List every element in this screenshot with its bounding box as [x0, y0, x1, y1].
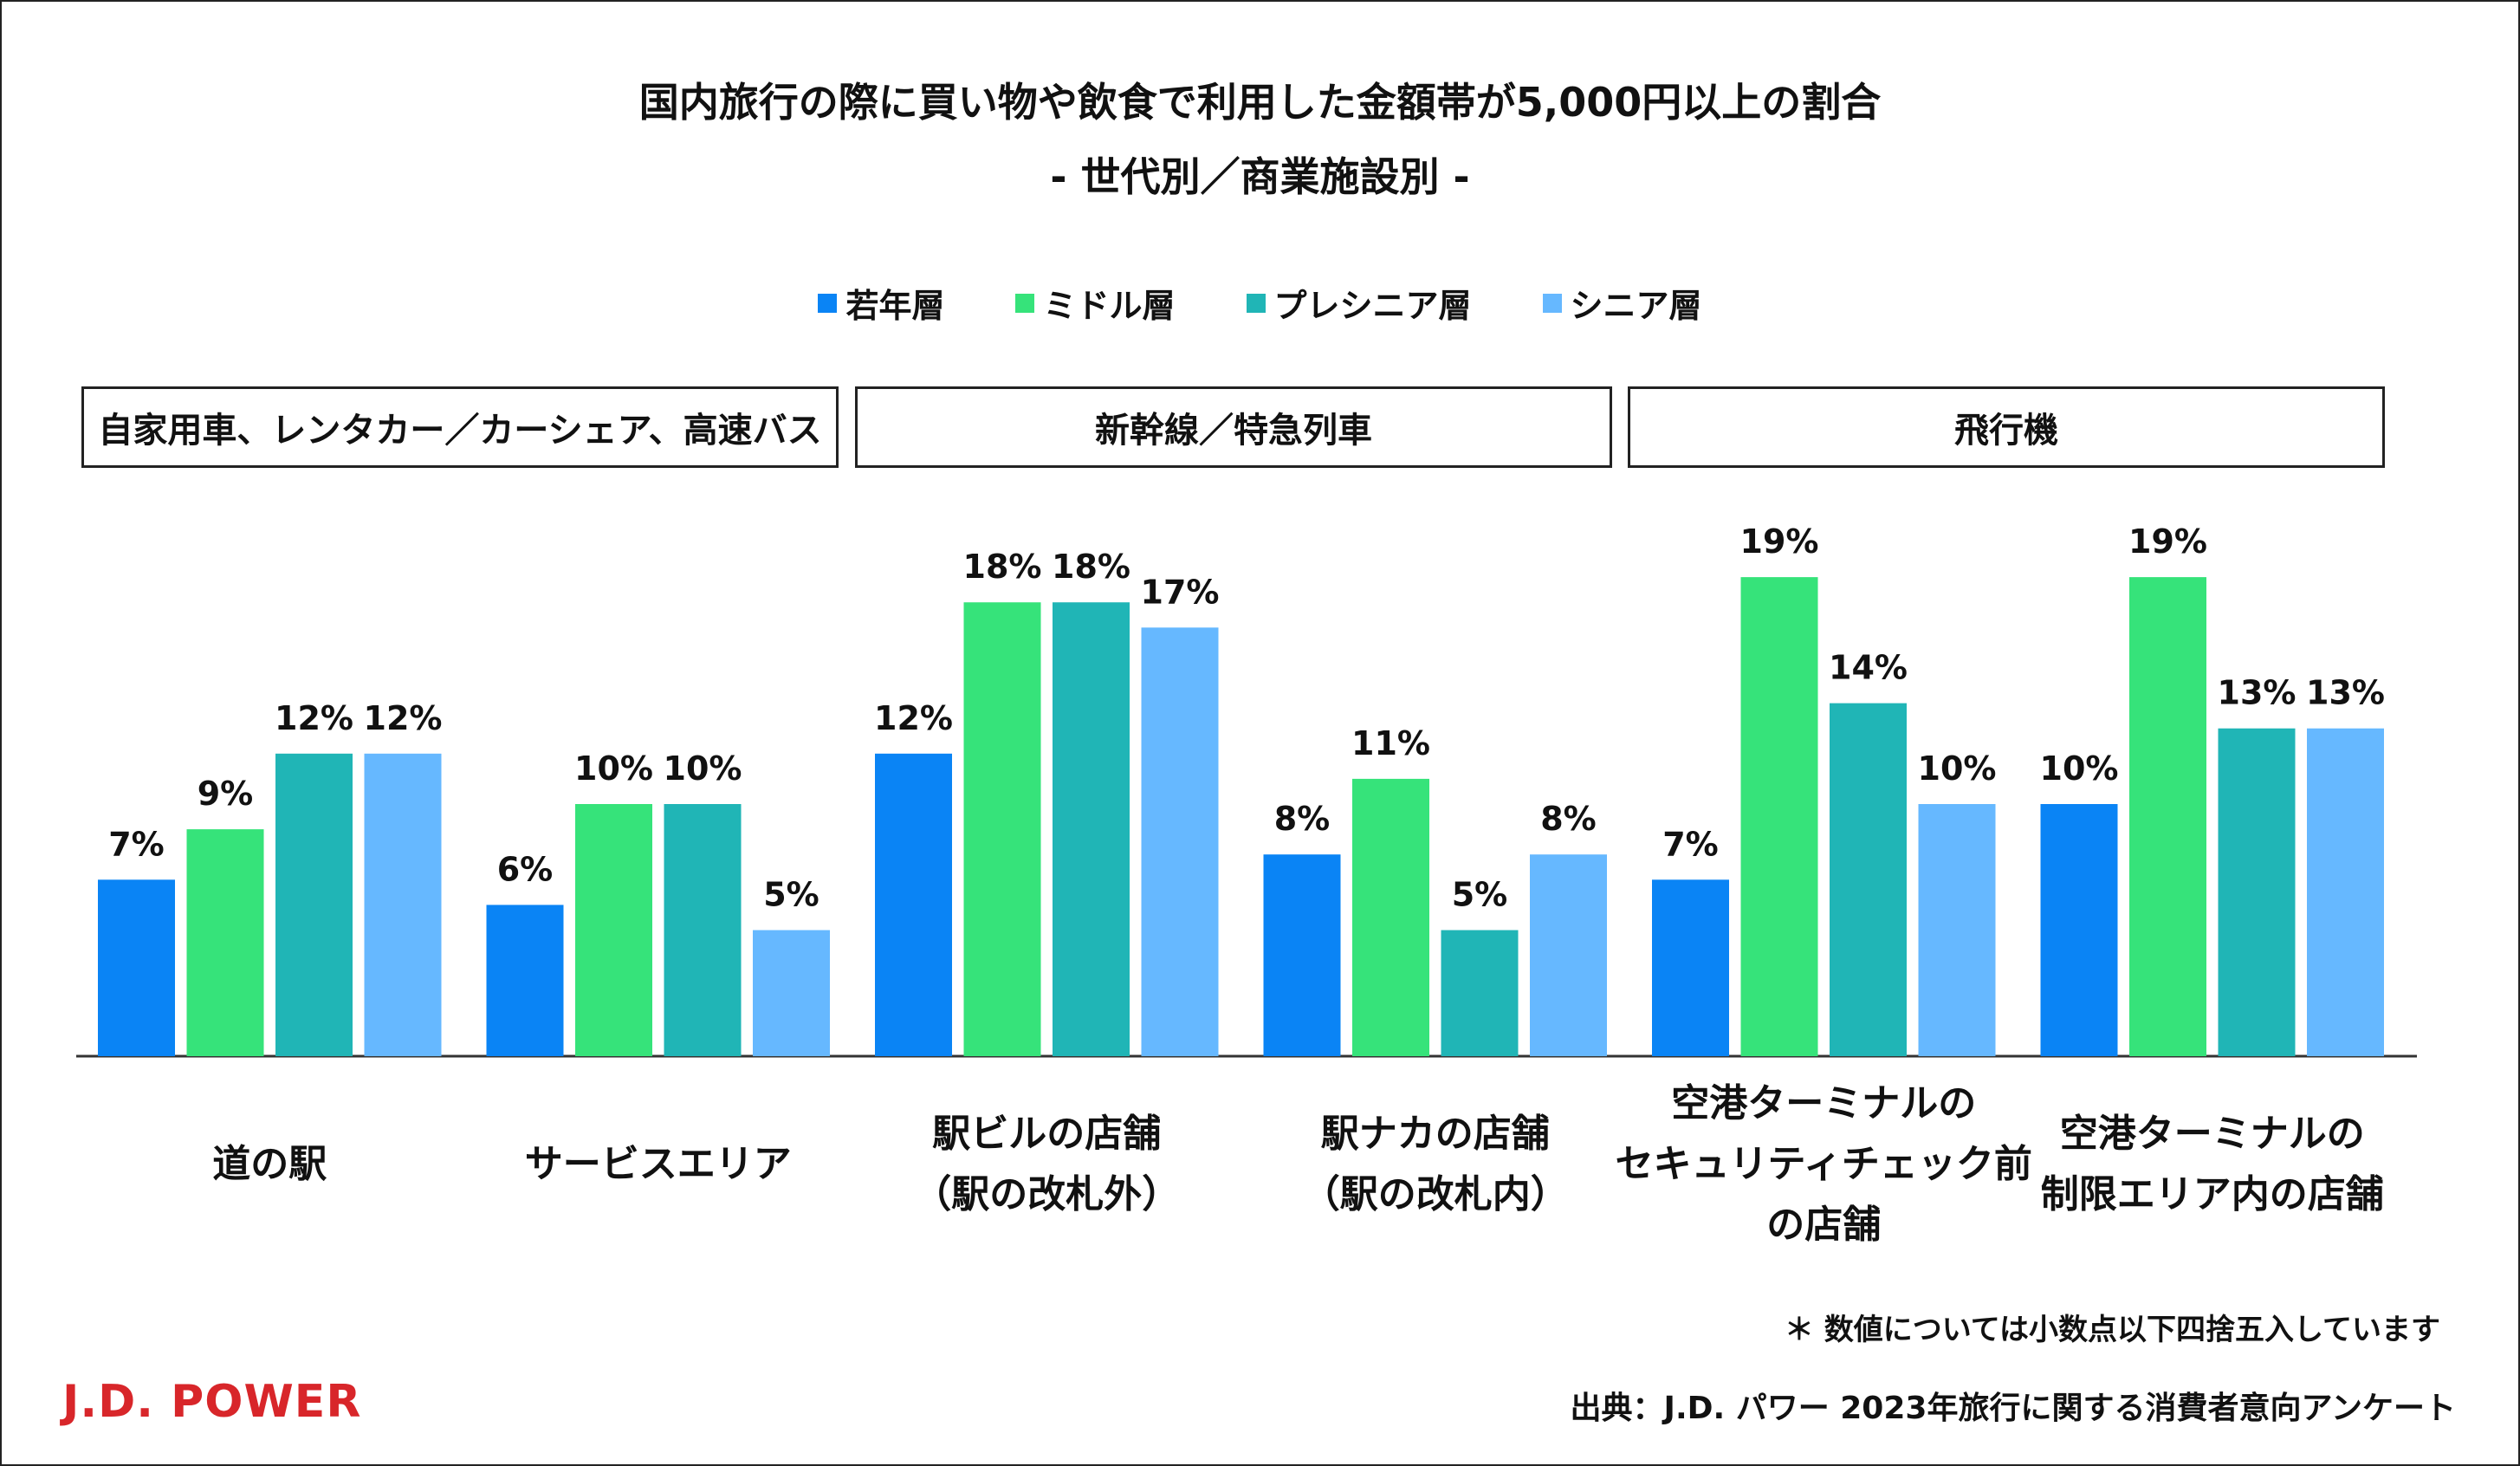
- category-label-0: 道の駅: [212, 1142, 327, 1186]
- bar-cat3-series3: [1530, 854, 1607, 1056]
- bar-cat3-series0: [1263, 854, 1341, 1056]
- data-label-cat0-series3: 12%: [364, 699, 443, 737]
- data-label-cat2-series2: 18%: [1052, 548, 1130, 586]
- legend-item-young: 若年層: [818, 279, 944, 327]
- bar-cat2-series1: [963, 602, 1041, 1056]
- chart-title: 国内旅行の際に買い物や飲食で利用した金額帯が5,000円以上の割合: [638, 79, 1882, 126]
- category-label-line: （駅の改札内）: [1302, 1172, 1569, 1216]
- footnote: ＊ 数値については小数点以下四捨五入しています: [1784, 1313, 2440, 1347]
- category-label-line: の店舗: [1766, 1203, 1881, 1247]
- bar-cat2-series3: [1141, 627, 1219, 1056]
- data-label-cat1-series0: 6%: [497, 850, 554, 888]
- category-label-1: サービスエリア: [525, 1142, 792, 1186]
- bar-cat5-series1: [2129, 577, 2206, 1056]
- data-label-cat0-series2: 12%: [275, 699, 353, 737]
- bar-cat4-series2: [1830, 703, 1907, 1056]
- data-label-cat3-series3: 8%: [1540, 800, 1597, 838]
- data-label-cat5-series3: 13%: [2306, 674, 2385, 712]
- bar-cat5-series0: [2040, 804, 2118, 1056]
- data-label-cat1-series1: 10%: [574, 749, 653, 788]
- category-label-line: 駅ナカの店舗: [1321, 1112, 1550, 1156]
- bar-cat4-series3: [1918, 804, 1996, 1056]
- bar-cat3-series1: [1352, 778, 1429, 1056]
- data-label-cat1-series2: 10%: [664, 749, 742, 788]
- legend-item-middle: ミドル層: [1015, 279, 1176, 327]
- legend-swatch-senior: [1542, 293, 1562, 313]
- bar-cat0-series1: [186, 829, 264, 1056]
- data-label-cat2-series1: 18%: [963, 548, 1042, 586]
- category-label-line: 制限エリア内の店舗: [2041, 1172, 2384, 1216]
- category-label-line: 空港ターミナルの: [1671, 1081, 1976, 1125]
- data-label-cat3-series0: 8%: [1274, 800, 1331, 838]
- bar-cat4-series1: [1740, 577, 1818, 1056]
- legend: 若年層 ミドル層 プレシニア層 シニア層: [0, 279, 2520, 327]
- data-label-cat5-series0: 10%: [2040, 749, 2119, 788]
- bar-cat5-series2: [2218, 728, 2296, 1056]
- category-label-3: 駅ナカの店舗 （駅の改札内）: [1302, 1112, 1569, 1216]
- bar-cat1-series0: [486, 905, 564, 1056]
- data-label-cat5-series1: 19%: [2128, 522, 2207, 561]
- bar-cat0-series0: [98, 879, 175, 1056]
- category-label-5: 空港ターミナルの制限エリア内の店舗: [2041, 1112, 2384, 1216]
- category-label-2: 駅ビルの店舗 （駅の改札外）: [913, 1112, 1180, 1216]
- legend-label-middle: ミドル層: [1043, 287, 1176, 325]
- bar-cat2-series0: [875, 753, 952, 1056]
- legend-swatch-pre-senior: [1246, 293, 1266, 313]
- category-label-line: 道の駅: [212, 1142, 327, 1186]
- category-label-line: 空港ターミナルの: [2060, 1112, 2365, 1156]
- data-label-cat1-series3: 5%: [763, 876, 819, 914]
- data-label-cat5-series2: 13%: [2218, 674, 2297, 712]
- bar-cat1-series1: [575, 804, 652, 1056]
- group-box-train: 新幹線／特急列車: [855, 386, 1612, 468]
- legend-swatch-middle: [1015, 293, 1035, 313]
- bar-cat0-series2: [275, 753, 353, 1056]
- data-label-cat4-series3: 10%: [1918, 749, 1997, 788]
- group-box-airplane: 飛行機: [1628, 386, 2385, 468]
- data-label-cat4-series2: 14%: [1829, 649, 1908, 687]
- bar-cat5-series3: [2307, 728, 2384, 1056]
- data-label-cat3-series2: 5%: [1452, 876, 1508, 914]
- data-label-cat3-series1: 11%: [1351, 724, 1430, 762]
- category-label-4: 空港ターミナルのセキュリティチェック前の店舗: [1616, 1081, 2032, 1247]
- jd-power-logo: J.D. POWER: [62, 1376, 362, 1428]
- bar-cat0-series3: [364, 753, 442, 1056]
- data-label-cat2-series0: 12%: [874, 699, 953, 737]
- data-label-cat4-series1: 19%: [1740, 522, 1819, 561]
- bar-cat1-series2: [664, 804, 742, 1056]
- legend-label-pre-senior: プレシニア層: [1273, 287, 1472, 325]
- source-note: 出典：J.D. パワー 2023年旅行に関する消費者意向アンケート: [1570, 1391, 2456, 1426]
- legend-label-senior: シニア層: [1570, 287, 1702, 325]
- chart-subtitle: - 世代別／商業施設別 -: [1050, 153, 1470, 200]
- bar-cat1-series3: [753, 930, 830, 1056]
- bar-cat3-series2: [1441, 930, 1519, 1056]
- category-label-line: サービスエリア: [525, 1142, 792, 1186]
- data-label-cat4-series0: 7%: [1662, 825, 1719, 863]
- category-label-line: 駅ビルの店舗: [932, 1112, 1161, 1156]
- bar-cat4-series0: [1652, 879, 1729, 1056]
- legend-label-young: 若年層: [845, 287, 945, 325]
- legend-item-senior: シニア層: [1542, 279, 1702, 327]
- legend-item-pre-senior: プレシニア層: [1246, 279, 1472, 327]
- data-label-cat0-series0: 7%: [108, 825, 165, 863]
- legend-swatch-young: [818, 293, 838, 313]
- data-label-cat0-series1: 9%: [198, 775, 254, 813]
- group-box-car-bus: 自家用車、レンタカー／カーシェア、高速バス: [81, 386, 839, 468]
- bar-cat2-series2: [1053, 602, 1130, 1056]
- data-label-cat2-series3: 17%: [1141, 573, 1220, 611]
- category-label-line: （駅の改札外）: [913, 1172, 1180, 1216]
- category-label-line: セキュリティチェック前: [1616, 1142, 2032, 1186]
